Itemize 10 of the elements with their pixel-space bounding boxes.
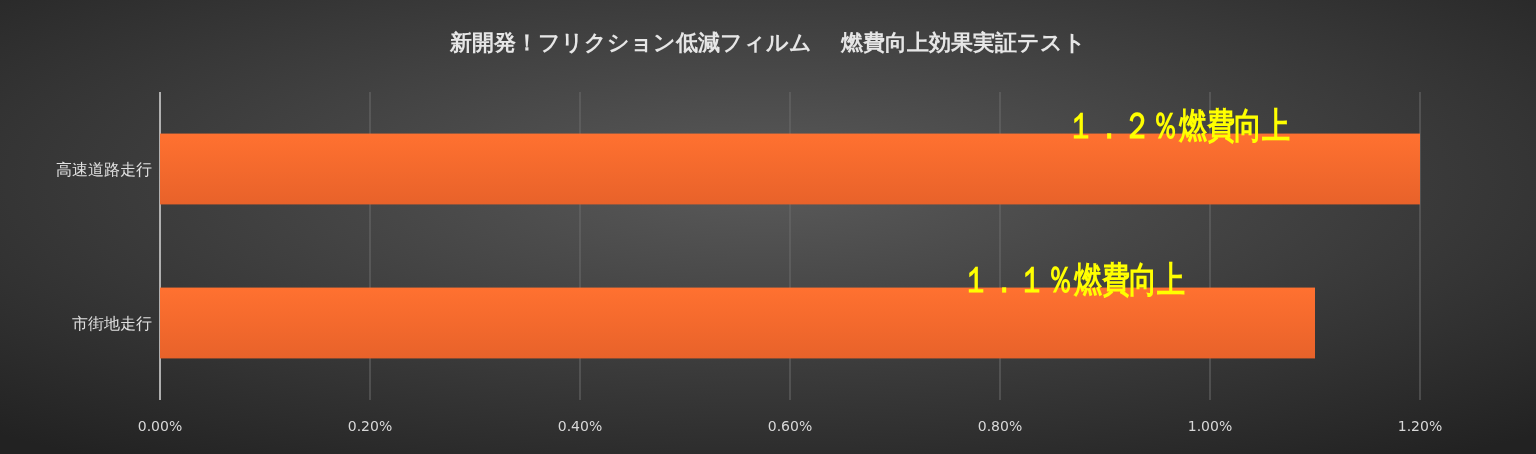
x-tick-label: 0.00% bbox=[137, 418, 183, 434]
y-tick-label: 高速道路走行 bbox=[56, 159, 152, 179]
x-tick-label: 1.00% bbox=[1187, 418, 1233, 434]
x-tick-label: 1.20% bbox=[1397, 418, 1443, 434]
x-tick-label: 0.20% bbox=[347, 418, 393, 434]
y-tick-label: 市街地走行 bbox=[72, 313, 152, 333]
x-tick-label: 0.80% bbox=[977, 418, 1023, 434]
x-tick-label: 0.40% bbox=[557, 418, 603, 434]
x-tick-label: 0.60% bbox=[767, 418, 813, 434]
chart-title: 新開発！フリクション低減フィルム 燃費向上効果実証テスト bbox=[448, 30, 1087, 55]
